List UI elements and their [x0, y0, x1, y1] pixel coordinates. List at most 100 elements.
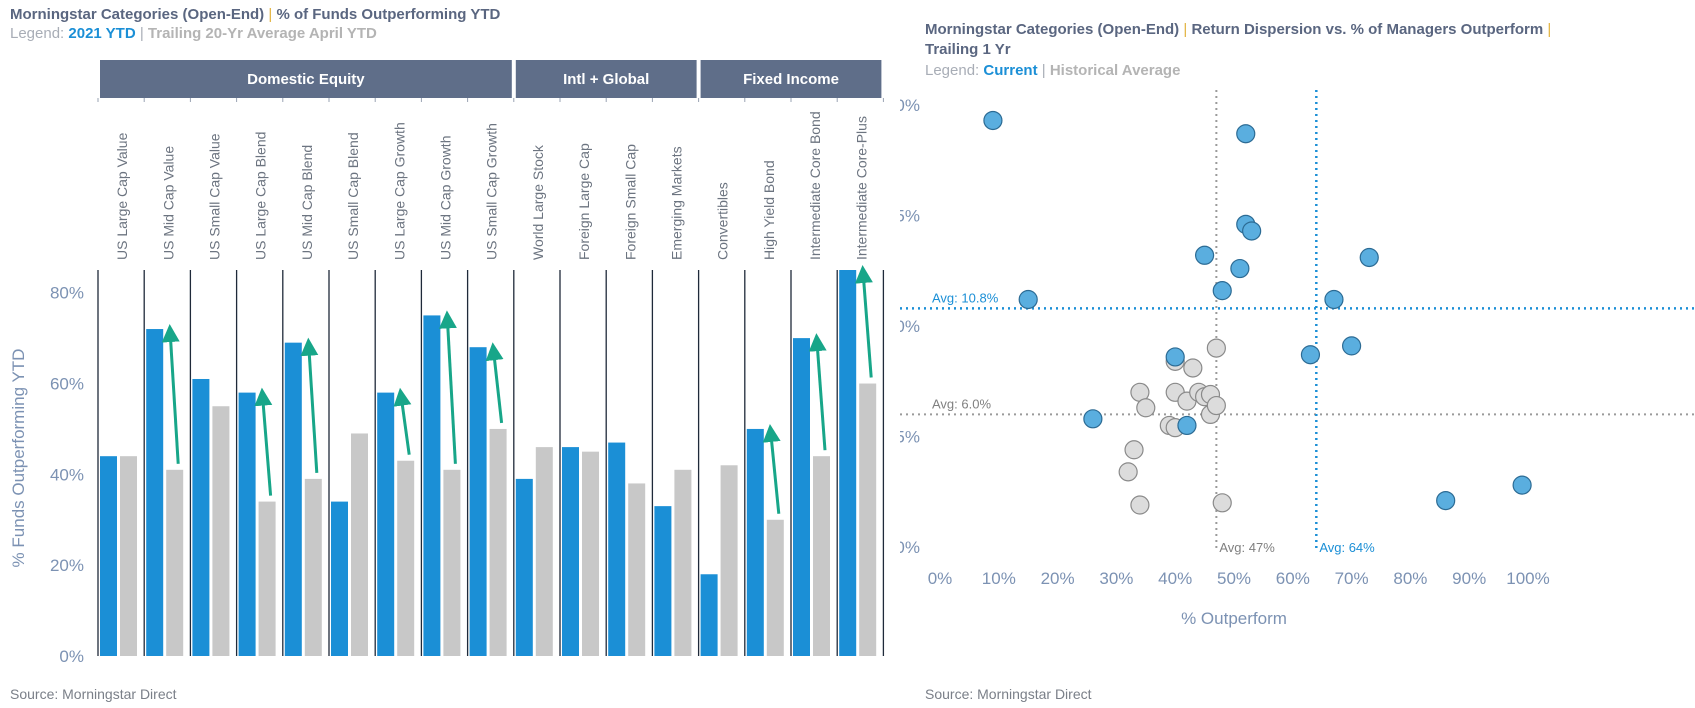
- trend-arrow: [161, 324, 180, 464]
- scatter-point-historical: [1206, 395, 1226, 416]
- scatter-point-current: [1177, 415, 1197, 436]
- trend-arrow: [393, 387, 412, 455]
- right-title-separator-1: |: [1183, 21, 1188, 38]
- x-tick-label: 30%: [1099, 569, 1133, 588]
- scatter-chart: 0% 5% 10% 15% 20% 0% 10% 20% 30% 40% 50% 60% 70% 80% 9…: [900, 90, 1695, 628]
- x-tick-label: 0%: [928, 569, 953, 588]
- category-label: US Large Cap Value: [114, 132, 130, 260]
- left-title-separator: |: [268, 6, 273, 23]
- category-label: Emerging Markets: [669, 146, 685, 260]
- avg-current-y-label: Avg: 10.8%: [932, 290, 999, 305]
- avg-current-x-label: Avg: 64%: [1319, 540, 1375, 555]
- right-legend-current: Current: [983, 62, 1038, 79]
- category-label: US Large Cap Growth: [391, 122, 407, 260]
- category-label: US Mid Cap Value: [160, 146, 176, 260]
- y-tick-label: 5%: [900, 428, 920, 447]
- bar-current: [423, 315, 441, 656]
- bar-current: [238, 392, 256, 656]
- bar-current: [284, 342, 302, 656]
- bar-historical: [582, 451, 599, 656]
- category-label: US Mid Cap Growth: [438, 136, 454, 260]
- bar-current: [331, 501, 348, 656]
- category-label: US Small Cap Value: [207, 133, 223, 260]
- bar-current: [469, 347, 487, 656]
- y-tick-label: 0%: [900, 538, 920, 557]
- bar-current: [700, 574, 718, 656]
- x-axis-label: % Outperform: [1181, 609, 1287, 628]
- y-tick-label: 60%: [50, 375, 84, 394]
- bar-historical: [443, 469, 461, 656]
- x-tick-label: 50%: [1217, 569, 1251, 588]
- left-title-main: Morningstar Categories (Open-End): [10, 6, 265, 23]
- scatter-point-current: [1300, 345, 1321, 365]
- scatter-point-historical: [1124, 440, 1144, 460]
- bar-historical: [813, 456, 830, 656]
- scatter-point-current: [1436, 490, 1456, 511]
- y-tick-label: 15%: [900, 207, 920, 226]
- bar-historical: [351, 433, 368, 656]
- group-header-1: [515, 60, 697, 98]
- avg-hist-x-label: Avg: 47%: [1219, 540, 1275, 555]
- right-legend-separator: |: [1041, 62, 1046, 79]
- group-header-label: Intl + Global: [563, 71, 649, 88]
- scatter-point-current: [1230, 258, 1250, 279]
- group-header-2: [700, 60, 882, 98]
- right-source-note: Source: Morningstar Direct: [925, 686, 1092, 702]
- right-legend: Legend: Current | Historical Average: [925, 62, 1180, 79]
- bar-current: [562, 447, 579, 656]
- bar-historical: [258, 501, 276, 656]
- scatter-point-historical: [1183, 358, 1203, 378]
- category-label: Foreign Small Cap: [622, 144, 638, 260]
- category-label: US Small Cap Growth: [484, 123, 500, 260]
- category-label: Convertibles: [715, 182, 731, 260]
- x-tick-label: 70%: [1335, 569, 1369, 588]
- bar-historical: [489, 428, 507, 656]
- trend-arrow: [808, 333, 827, 451]
- x-tick-label: 60%: [1276, 569, 1310, 588]
- category-label: High Yield Bond: [761, 160, 777, 260]
- scatter-point-historical: [1136, 398, 1156, 418]
- bar-current: [377, 392, 395, 656]
- right-title-period: Trailing 1 Yr: [925, 41, 1011, 58]
- bar-historical: [212, 406, 230, 656]
- right-title-separator-2: |: [1547, 21, 1552, 38]
- left-title-sub: % of Funds Outperforming YTD: [276, 6, 501, 23]
- bar-historical: [166, 469, 184, 656]
- scatter-point-current: [1195, 245, 1215, 265]
- category-label: US Small Cap Blend: [345, 132, 361, 260]
- scatter-point-historical: [1212, 493, 1232, 513]
- category-label: US Large Cap Blend: [253, 132, 269, 260]
- category-label: Foreign Large Cap: [576, 143, 592, 260]
- bar-current: [515, 478, 533, 656]
- left-legend: Legend: 2021 YTD | Trailing 20-Yr Averag…: [10, 25, 377, 42]
- left-legend-current: 2021 YTD: [68, 25, 136, 42]
- left-legend-separator: |: [139, 25, 144, 42]
- bar-current: [839, 270, 857, 656]
- trend-arrow: [485, 342, 504, 424]
- bar-current: [608, 442, 626, 656]
- left-chart-title: Morningstar Categories (Open-End) | % of…: [10, 6, 500, 23]
- y-axis-label: % Funds Outperforming YTD: [9, 349, 28, 568]
- scatter-point-current: [1242, 221, 1262, 241]
- right-legend-historical: Historical Average: [1049, 62, 1181, 79]
- scatter-point-historical: [1130, 495, 1150, 515]
- bar-historical: [674, 469, 692, 656]
- right-chart-title: Morningstar Categories (Open-End) | Retu…: [925, 20, 1665, 60]
- right-title-main: Morningstar Categories (Open-End): [925, 21, 1180, 38]
- scatter-point-current: [1324, 289, 1344, 310]
- trend-arrow: [438, 310, 457, 464]
- avg-hist-y-label: Avg: 6.0%: [932, 396, 991, 411]
- x-tick-label: 90%: [1452, 569, 1486, 588]
- bar-current: [100, 456, 117, 656]
- bar-historical: [397, 460, 415, 656]
- scatter-point-current: [1236, 124, 1256, 144]
- bar-historical: [766, 519, 784, 656]
- trend-arrow: [300, 337, 319, 473]
- scatter-point-current: [1212, 281, 1232, 301]
- right-legend-label: Legend:: [925, 62, 980, 79]
- scatter-point-current: [1165, 347, 1185, 367]
- scatter-point-current: [1083, 409, 1103, 429]
- group-header-0: [100, 60, 512, 98]
- left-source-note: Source: Morningstar Direct: [10, 686, 177, 702]
- scatter-point-current: [1359, 247, 1379, 268]
